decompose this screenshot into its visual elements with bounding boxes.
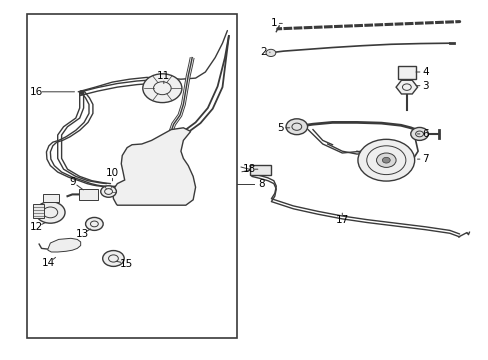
Circle shape [285,119,307,135]
Text: 18: 18 [242,164,256,174]
FancyBboxPatch shape [79,189,98,200]
Circle shape [410,127,427,140]
Circle shape [376,153,395,167]
Text: 5: 5 [276,123,283,133]
FancyBboxPatch shape [397,66,415,79]
Text: 8: 8 [258,179,264,189]
Circle shape [85,217,103,230]
Circle shape [102,251,124,266]
Text: 13: 13 [75,229,89,239]
Text: 2: 2 [260,47,267,57]
Circle shape [357,139,414,181]
Text: 7: 7 [421,154,428,164]
Bar [27,14,237,338]
FancyBboxPatch shape [42,194,59,202]
Text: 17: 17 [335,215,348,225]
Text: 3: 3 [421,81,428,91]
Circle shape [101,186,116,197]
Polygon shape [48,238,81,252]
Text: 11: 11 [157,71,170,81]
Text: 10: 10 [106,168,119,178]
Circle shape [382,157,389,163]
Text: 15: 15 [119,258,133,269]
Text: 16: 16 [30,87,43,97]
Text: 6: 6 [421,129,428,139]
Text: 12: 12 [30,222,43,232]
Text: 9: 9 [69,177,76,187]
Text: 4: 4 [421,67,428,77]
Polygon shape [112,128,195,205]
Circle shape [265,49,275,57]
Text: 14: 14 [42,258,56,268]
Text: 1: 1 [270,18,277,28]
Circle shape [36,202,65,223]
FancyBboxPatch shape [33,204,44,218]
FancyBboxPatch shape [250,165,270,175]
Circle shape [142,74,182,103]
